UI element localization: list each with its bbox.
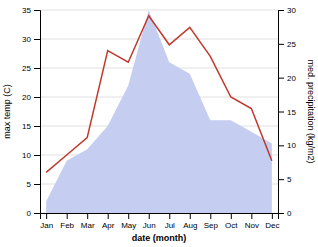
tick-mark (108, 213, 109, 219)
tick-label: Mar (81, 221, 95, 230)
tick: 25 (278, 40, 296, 49)
tick-mark (46, 213, 47, 219)
tick-mark (278, 44, 284, 45)
tick-mark (278, 10, 284, 11)
tick-mark (231, 213, 232, 219)
tick-label: 30 (287, 6, 296, 15)
tick-mark (278, 179, 284, 180)
x-axis: Jan Feb Mar Apr May Jun Jul Aug Sep Oct Nov Dec (40, 213, 279, 230)
tick: Oct (225, 213, 238, 230)
tick-label: 5 (287, 175, 292, 184)
grid (40, 10, 278, 213)
tick-label: 15 (287, 108, 296, 117)
tick: 0 (27, 209, 40, 218)
tick-mark (149, 213, 150, 219)
tick-mark (128, 213, 129, 219)
tick-label: May (121, 221, 136, 230)
tick: 20 (278, 74, 296, 83)
tick: 0 (278, 209, 292, 218)
tick-label: 35 (22, 6, 31, 15)
y-axis: 0 5 10 15 20 25 30 35 (22, 6, 40, 218)
axis-line (41, 214, 279, 220)
tick: Apr (102, 213, 115, 230)
chart: Jan Feb Mar Apr May Jun Jul Aug Sep Oct Nov Dec 0 5 10… (0, 0, 318, 247)
tick: Jun (143, 213, 156, 230)
tick: Dec (265, 213, 279, 230)
y2-axis: 0 5 10 15 20 25 30 (278, 6, 296, 218)
tick-mark (210, 213, 211, 219)
tick-label: 30 (22, 35, 31, 44)
tick: May (121, 213, 136, 230)
tick: 15 (278, 108, 296, 117)
tick: Jul (165, 213, 175, 230)
tick-mark (34, 184, 40, 185)
area (46, 10, 272, 213)
tick-mark (67, 213, 68, 219)
plot: Jan Feb Mar Apr May Jun Jul Aug Sep Oct Nov Dec 0 5 10… (22, 6, 296, 230)
tick: 15 (22, 122, 40, 131)
tick-label: Sep (204, 221, 219, 230)
tick-mark (190, 213, 191, 219)
tick-mark (34, 126, 40, 127)
tick-label: 10 (287, 141, 296, 150)
tick-label: Feb (60, 221, 74, 230)
tick: Sep (204, 213, 219, 230)
tick: 30 (278, 6, 296, 15)
tick-label: Apr (102, 221, 115, 230)
tick-mark (169, 213, 170, 219)
tick: 30 (22, 35, 40, 44)
tick-label: 20 (22, 93, 31, 102)
tick-label: 25 (22, 64, 31, 73)
tick-mark (251, 213, 252, 219)
tick-label: Jul (165, 221, 175, 230)
tick-label: 15 (22, 122, 31, 131)
marks (46, 10, 272, 213)
line (46, 16, 272, 173)
tick-mark (278, 112, 284, 113)
tick-mark (34, 155, 40, 156)
y-axis-title: max temp (C) (2, 84, 12, 139)
tick: 10 (278, 141, 296, 150)
tick-mark (278, 78, 284, 79)
tick-mark (34, 10, 40, 11)
tick: Nov (245, 213, 259, 230)
tick-label: 0 (27, 209, 32, 218)
tick-label: Jan (40, 221, 53, 230)
tick: Aug (183, 213, 197, 230)
tick: 25 (22, 64, 40, 73)
tick-mark (34, 213, 40, 214)
tick: 5 (278, 175, 292, 184)
tick-mark (272, 213, 273, 219)
axis-line (279, 11, 285, 214)
tick-mark (34, 68, 40, 69)
tick-label: Jun (143, 221, 156, 230)
tick-mark (278, 213, 284, 214)
tick-mark (34, 39, 40, 40)
tick-label: Aug (183, 221, 197, 230)
tick-mark (34, 97, 40, 98)
tick: 35 (22, 6, 40, 15)
tick-label: 5 (27, 180, 32, 189)
tick-label: 10 (22, 151, 31, 160)
tick: Feb (60, 213, 74, 230)
tick: Jan (40, 213, 53, 230)
tick-mark (87, 213, 88, 219)
x-axis-title: date (month) (132, 233, 187, 243)
tick-label: 0 (287, 209, 292, 218)
tick: Mar (81, 213, 95, 230)
tick: 5 (27, 180, 40, 189)
axis-line (34, 11, 41, 214)
tick-label: 20 (287, 74, 296, 83)
y2-axis-title: med. precipitation (kg/m2) (306, 59, 316, 163)
tick: 20 (22, 93, 40, 102)
tick: 10 (22, 151, 40, 160)
tick-label: Oct (225, 221, 238, 230)
tick-mark (278, 145, 284, 146)
tick-label: Dec (265, 221, 279, 230)
tick-label: 25 (287, 40, 296, 49)
tick-label: Nov (245, 221, 259, 230)
grid-line (40, 10, 278, 11)
